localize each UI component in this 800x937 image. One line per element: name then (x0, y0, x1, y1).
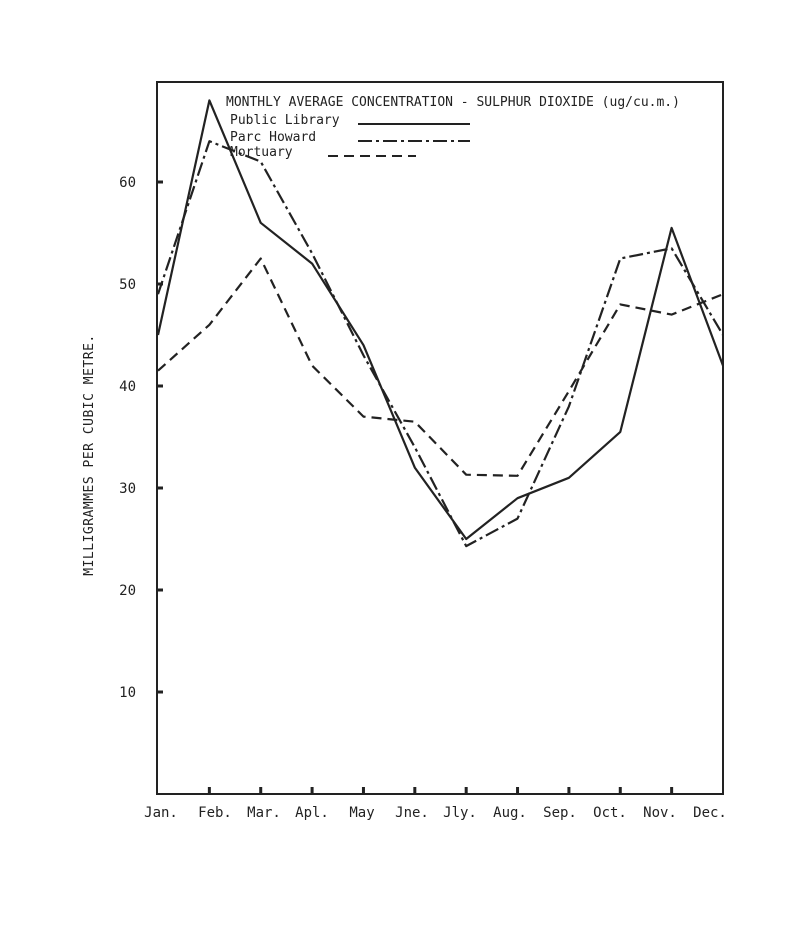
y-tick-label: 10 (119, 685, 136, 701)
series-line-mortuary (157, 257, 724, 477)
series-lines (156, 99, 725, 548)
x-tick-label: Oct. (593, 805, 627, 821)
y-tick-label: 60 (119, 175, 136, 191)
chart-title: MONTHLY AVERAGE CONCENTRATION - SULPHUR … (226, 95, 680, 110)
legend-label: Parc Howard (230, 130, 316, 145)
x-tick-label: Dec. (693, 805, 727, 821)
y-tick-label: 20 (119, 583, 136, 599)
y-tick-label: 50 (119, 277, 136, 293)
x-tick-label: Jan. (144, 805, 178, 821)
x-tick-label: Feb. (198, 805, 232, 821)
series-line-parc-howard (156, 140, 724, 548)
plot-frame (156, 81, 724, 795)
x-tick-label: Jne. (395, 805, 429, 821)
series-line-public-library (156, 99, 725, 541)
y-tick-label: 30 (119, 481, 136, 497)
x-axis: Jan. Feb. Mar. Apl. May Jne. Jly. Aug. Sep. Oct. N… (144, 787, 727, 821)
y-tick-label: 40 (119, 379, 136, 395)
x-tick-label: Jly. (443, 805, 477, 821)
x-tick-label: Aug. (493, 805, 527, 821)
x-tick-label: Apl. (295, 805, 329, 821)
y-axis-label: MILLIGRAMMES PER CUBIC METRE. (82, 334, 97, 575)
x-tick-label: Mar. (247, 805, 281, 821)
x-tick-label: Sep. (543, 805, 577, 821)
y-axis: 10 20 30 40 50 60 (119, 175, 163, 701)
x-tick-label: May (349, 805, 374, 821)
x-tick-label: Nov. (643, 805, 677, 821)
legend-label: Public Library (230, 113, 340, 128)
